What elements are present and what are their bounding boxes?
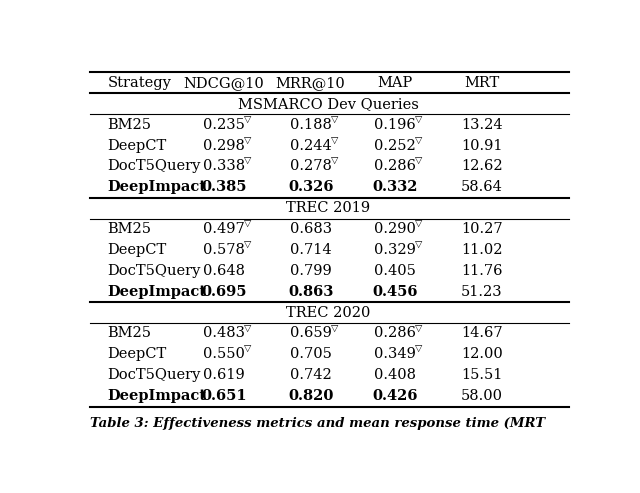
Text: BM25: BM25 [108, 222, 151, 236]
Text: ▽: ▽ [415, 241, 422, 250]
Text: ▽: ▽ [331, 115, 338, 125]
Text: 0.298: 0.298 [203, 139, 244, 152]
Text: 0.385: 0.385 [201, 180, 246, 194]
Text: Table 3: Effectiveness metrics and mean response time (MRT: Table 3: Effectiveness metrics and mean … [90, 417, 545, 430]
Text: MAP: MAP [378, 76, 413, 90]
Text: 0.456: 0.456 [372, 284, 418, 299]
Text: Strategy: Strategy [108, 76, 171, 90]
Text: 0.705: 0.705 [290, 347, 332, 361]
Text: DeepImpact: DeepImpact [108, 180, 206, 194]
Text: 0.483: 0.483 [203, 326, 245, 341]
Text: 0.659: 0.659 [290, 326, 332, 341]
Text: 0.405: 0.405 [374, 264, 416, 278]
Text: 12.00: 12.00 [461, 347, 502, 361]
Text: 0.326: 0.326 [288, 180, 333, 194]
Text: TREC 2020: TREC 2020 [286, 306, 370, 319]
Text: DeepCT: DeepCT [108, 139, 166, 152]
Text: DeepCT: DeepCT [108, 243, 166, 257]
Text: 0.408: 0.408 [374, 368, 416, 382]
Text: 10.27: 10.27 [461, 222, 502, 236]
Text: 0.290: 0.290 [374, 222, 416, 236]
Text: BM25: BM25 [108, 118, 151, 132]
Text: 0.426: 0.426 [372, 389, 418, 403]
Text: 0.651: 0.651 [201, 389, 246, 403]
Text: 51.23: 51.23 [461, 284, 502, 299]
Text: 0.332: 0.332 [372, 180, 418, 194]
Text: 0.550: 0.550 [203, 347, 244, 361]
Text: 0.619: 0.619 [203, 368, 244, 382]
Text: 13.24: 13.24 [461, 118, 502, 132]
Text: 0.252: 0.252 [374, 139, 416, 152]
Text: 0.799: 0.799 [290, 264, 332, 278]
Text: DeepImpact: DeepImpact [108, 284, 206, 299]
Text: 0.286: 0.286 [374, 326, 416, 341]
Text: 0.714: 0.714 [290, 243, 332, 257]
Text: 58.64: 58.64 [461, 180, 502, 194]
Text: 0.349: 0.349 [374, 347, 416, 361]
Text: ▽: ▽ [244, 324, 252, 333]
Text: ▽: ▽ [415, 157, 422, 166]
Text: DocT5Query: DocT5Query [108, 159, 201, 174]
Text: 12.62: 12.62 [461, 159, 502, 174]
Text: ▽: ▽ [331, 137, 338, 145]
Text: 0.235: 0.235 [203, 118, 244, 132]
Text: ▽: ▽ [331, 157, 338, 166]
Text: MSMARCO Dev Queries: MSMARCO Dev Queries [237, 97, 419, 111]
Text: DocT5Query: DocT5Query [108, 264, 201, 278]
Text: 11.02: 11.02 [461, 243, 502, 257]
Text: ▽: ▽ [415, 115, 422, 125]
Text: 0.578: 0.578 [203, 243, 244, 257]
Text: 0.329: 0.329 [374, 243, 416, 257]
Text: 0.648: 0.648 [203, 264, 245, 278]
Text: 0.497: 0.497 [203, 222, 244, 236]
Text: 0.683: 0.683 [289, 222, 332, 236]
Text: DeepImpact: DeepImpact [108, 389, 206, 403]
Text: MRR@10: MRR@10 [276, 76, 346, 90]
Text: TREC 2019: TREC 2019 [286, 201, 370, 215]
Text: ▽: ▽ [415, 220, 422, 229]
Text: 0.742: 0.742 [290, 368, 332, 382]
Text: ▽: ▽ [415, 137, 422, 145]
Text: DeepCT: DeepCT [108, 347, 166, 361]
Text: ▽: ▽ [244, 241, 252, 250]
Text: 14.67: 14.67 [461, 326, 502, 341]
Text: ▽: ▽ [415, 324, 422, 333]
Text: 0.338: 0.338 [203, 159, 245, 174]
Text: ▽: ▽ [244, 345, 252, 354]
Text: 11.76: 11.76 [461, 264, 502, 278]
Text: 0.863: 0.863 [288, 284, 333, 299]
Text: 15.51: 15.51 [461, 368, 502, 382]
Text: 0.286: 0.286 [374, 159, 416, 174]
Text: 0.188: 0.188 [290, 118, 332, 132]
Text: MRT: MRT [464, 76, 499, 90]
Text: BM25: BM25 [108, 326, 151, 341]
Text: 58.00: 58.00 [461, 389, 503, 403]
Text: 10.91: 10.91 [461, 139, 502, 152]
Text: 0.820: 0.820 [288, 389, 333, 403]
Text: ▽: ▽ [331, 324, 338, 333]
Text: 0.278: 0.278 [290, 159, 332, 174]
Text: ▽: ▽ [244, 115, 252, 125]
Text: NDCG@10: NDCG@10 [184, 76, 264, 90]
Text: ▽: ▽ [244, 137, 252, 145]
Text: 0.695: 0.695 [201, 284, 246, 299]
Text: DocT5Query: DocT5Query [108, 368, 201, 382]
Text: 0.196: 0.196 [374, 118, 416, 132]
Text: ▽: ▽ [415, 345, 422, 354]
Text: ▽: ▽ [244, 220, 252, 229]
Text: 0.244: 0.244 [290, 139, 332, 152]
Text: ▽: ▽ [244, 157, 252, 166]
